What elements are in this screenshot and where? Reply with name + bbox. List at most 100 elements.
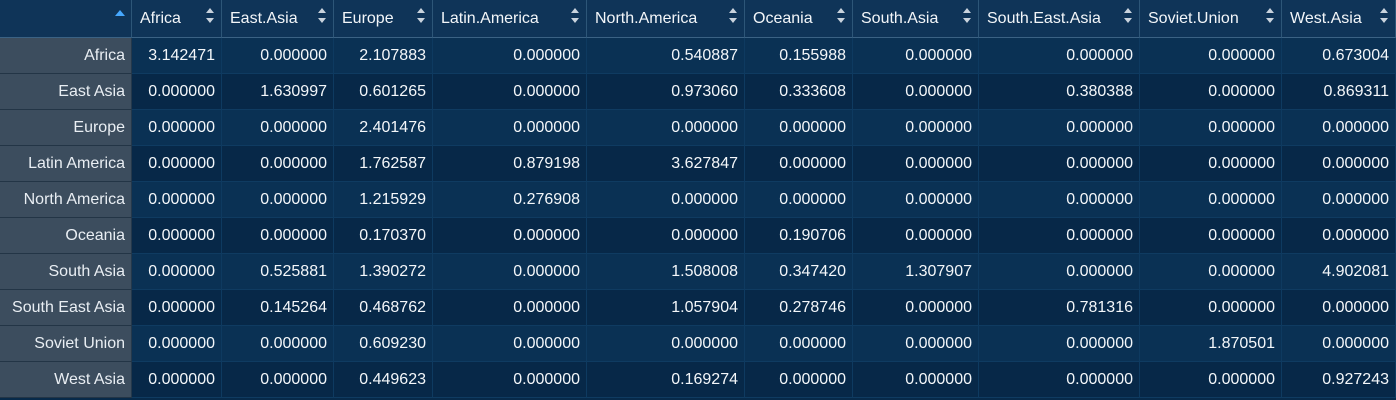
table-cell[interactable]: 1.215929	[334, 182, 433, 218]
table-cell[interactable]: 0.000000	[132, 182, 222, 218]
table-cell[interactable]: 0.000000	[1282, 146, 1396, 182]
column-header-west-asia[interactable]: West.Asia	[1282, 0, 1396, 38]
table-cell[interactable]: 0.000000	[979, 146, 1140, 182]
table-cell[interactable]: 1.057904	[587, 290, 745, 326]
table-cell[interactable]: 0.000000	[132, 218, 222, 254]
table-cell[interactable]: 0.000000	[979, 38, 1140, 74]
table-cell[interactable]: 2.401476	[334, 110, 433, 146]
table-cell[interactable]: 0.000000	[979, 182, 1140, 218]
table-cell[interactable]: 0.000000	[132, 290, 222, 326]
table-cell[interactable]: 0.000000	[853, 110, 979, 146]
table-cell[interactable]: 1.390272	[334, 254, 433, 290]
table-cell[interactable]: 0.145264	[222, 290, 334, 326]
table-cell[interactable]: 0.000000	[745, 182, 853, 218]
table-cell[interactable]: 0.155988	[745, 38, 853, 74]
table-cell[interactable]: 1.307907	[853, 254, 979, 290]
table-cell[interactable]: 0.000000	[222, 110, 334, 146]
table-cell[interactable]: 0.000000	[222, 326, 334, 362]
table-cell[interactable]: 0.000000	[132, 74, 222, 110]
column-header-africa[interactable]: Africa	[132, 0, 222, 38]
table-cell[interactable]: 0.000000	[222, 182, 334, 218]
column-header-soviet-union[interactable]: Soviet.Union	[1140, 0, 1282, 38]
table-cell[interactable]: 1.630997	[222, 74, 334, 110]
table-cell[interactable]: 0.000000	[587, 326, 745, 362]
table-cell[interactable]: 2.107883	[334, 38, 433, 74]
table-cell[interactable]: 0.000000	[1140, 74, 1282, 110]
table-cell[interactable]: 0.000000	[853, 146, 979, 182]
sort-arrows-icon[interactable]	[571, 7, 579, 25]
table-cell[interactable]: 0.000000	[132, 254, 222, 290]
sort-ascending-icon[interactable]	[115, 10, 125, 16]
table-cell[interactable]: 0.000000	[222, 218, 334, 254]
table-cell[interactable]: 0.540887	[587, 38, 745, 74]
column-header-south-asia[interactable]: South.Asia	[853, 0, 979, 38]
table-cell[interactable]: 0.000000	[433, 254, 587, 290]
table-cell[interactable]: 0.000000	[433, 74, 587, 110]
table-cell[interactable]: 0.000000	[433, 326, 587, 362]
column-header-north-america[interactable]: North.America	[587, 0, 745, 38]
table-cell[interactable]: 0.000000	[587, 110, 745, 146]
table-cell[interactable]: 0.000000	[587, 182, 745, 218]
table-cell[interactable]: 0.000000	[222, 362, 334, 398]
table-cell[interactable]: 0.673004	[1282, 38, 1396, 74]
sort-arrows-icon[interactable]	[963, 7, 971, 25]
table-cell[interactable]: 0.000000	[853, 218, 979, 254]
table-cell[interactable]: 0.000000	[1140, 38, 1282, 74]
table-cell[interactable]: 3.142471	[132, 38, 222, 74]
table-cell[interactable]: 0.869311	[1282, 74, 1396, 110]
table-cell[interactable]: 0.000000	[853, 38, 979, 74]
table-cell[interactable]: 0.000000	[1282, 326, 1396, 362]
table-cell[interactable]: 0.000000	[1140, 362, 1282, 398]
column-header-south-east-asia[interactable]: South.East.Asia	[979, 0, 1140, 38]
table-cell[interactable]: 0.000000	[745, 362, 853, 398]
table-cell[interactable]: 0.000000	[132, 110, 222, 146]
table-cell[interactable]: 0.380388	[979, 74, 1140, 110]
table-cell[interactable]: 1.508008	[587, 254, 745, 290]
column-header-east-asia[interactable]: East.Asia	[222, 0, 334, 38]
table-cell[interactable]: 0.000000	[1140, 182, 1282, 218]
table-cell[interactable]: 0.000000	[587, 218, 745, 254]
table-cell[interactable]: 0.927243	[1282, 362, 1396, 398]
table-cell[interactable]: 0.000000	[979, 326, 1140, 362]
table-cell[interactable]: 0.000000	[132, 146, 222, 182]
table-cell[interactable]: 1.762587	[334, 146, 433, 182]
table-cell[interactable]: 0.000000	[1140, 290, 1282, 326]
table-cell[interactable]: 0.000000	[433, 110, 587, 146]
table-cell[interactable]: 0.879198	[433, 146, 587, 182]
table-cell[interactable]: 0.000000	[1140, 218, 1282, 254]
table-cell[interactable]: 0.276908	[433, 182, 587, 218]
table-cell[interactable]: 0.000000	[853, 74, 979, 110]
table-cell[interactable]: 0.000000	[222, 38, 334, 74]
table-cell[interactable]: 0.000000	[853, 182, 979, 218]
table-cell[interactable]: 0.000000	[745, 326, 853, 362]
table-cell[interactable]: 0.190706	[745, 218, 853, 254]
sort-arrows-icon[interactable]	[1380, 7, 1388, 25]
table-cell[interactable]: 0.000000	[433, 362, 587, 398]
table-cell[interactable]: 4.902081	[1282, 254, 1396, 290]
table-cell[interactable]: 0.169274	[587, 362, 745, 398]
sort-arrows-icon[interactable]	[417, 7, 425, 25]
table-cell[interactable]: 0.000000	[979, 110, 1140, 146]
table-cell[interactable]: 0.609230	[334, 326, 433, 362]
column-header-latin-america[interactable]: Latin.America	[433, 0, 587, 38]
table-cell[interactable]: 0.973060	[587, 74, 745, 110]
table-cell[interactable]: 0.000000	[1140, 110, 1282, 146]
sort-arrows-icon[interactable]	[837, 7, 845, 25]
table-cell[interactable]: 0.000000	[979, 218, 1140, 254]
table-cell[interactable]: 0.000000	[1140, 146, 1282, 182]
table-cell[interactable]: 0.000000	[979, 254, 1140, 290]
table-cell[interactable]: 0.170370	[334, 218, 433, 254]
table-cell[interactable]: 0.000000	[222, 146, 334, 182]
table-cell[interactable]: 0.601265	[334, 74, 433, 110]
table-cell[interactable]: 0.000000	[853, 326, 979, 362]
sort-arrows-icon[interactable]	[206, 7, 214, 25]
table-cell[interactable]: 0.000000	[433, 290, 587, 326]
table-cell[interactable]: 0.000000	[745, 146, 853, 182]
sort-arrows-icon[interactable]	[318, 7, 326, 25]
sort-arrows-icon[interactable]	[1124, 7, 1132, 25]
table-cell[interactable]: 0.000000	[1282, 218, 1396, 254]
corner-header[interactable]	[0, 0, 132, 38]
table-cell[interactable]: 0.449623	[334, 362, 433, 398]
column-header-europe[interactable]: Europe	[334, 0, 433, 38]
column-header-oceania[interactable]: Oceania	[745, 0, 853, 38]
